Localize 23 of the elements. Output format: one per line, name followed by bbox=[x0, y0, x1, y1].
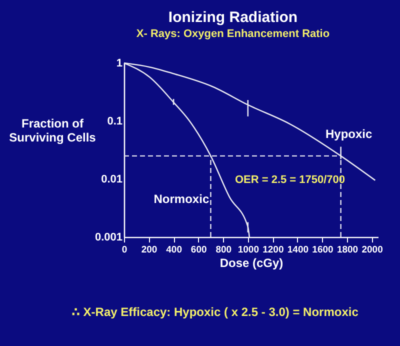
text: ∴ X-Ray Efficacy: Hypoxic ( x 2.5 - 3.0) = Normoxic bbox=[72, 305, 359, 319]
y-tick-label: 0.001 bbox=[94, 232, 122, 244]
x-tick-label: 800 bbox=[216, 244, 232, 256]
x-tick-label: 1600 bbox=[312, 244, 334, 256]
y-tick-label: 0.01 bbox=[101, 174, 122, 186]
x-tick-label: 1200 bbox=[262, 244, 284, 256]
x-tick-label: 1400 bbox=[287, 244, 309, 256]
annotation: OER = 2.5 = 1750/700 bbox=[234, 174, 346, 186]
y-tick-label: 0.1 bbox=[107, 116, 122, 128]
chart-subtitle: X- Rays: Oxygen Enhancement Ratio bbox=[136, 28, 330, 40]
chart-title: Ionizing Radiation bbox=[168, 9, 298, 26]
x-tick-label: 1800 bbox=[336, 244, 358, 256]
x-tick-label: 2000 bbox=[362, 244, 383, 256]
x-tick-label: 200 bbox=[141, 244, 158, 256]
x-tick-label: 400 bbox=[166, 244, 182, 256]
x-tick-label: 600 bbox=[190, 244, 207, 256]
y-tick-label: 1 bbox=[116, 58, 122, 70]
x-tick-label: 1000 bbox=[238, 244, 259, 256]
y-axis-title: Fraction of Surviving Cells bbox=[9, 116, 96, 144]
x-tick-label: 0 bbox=[122, 244, 128, 256]
series-label: Hypoxic bbox=[325, 126, 372, 141]
x-axis-title: Dose (cGy) bbox=[220, 256, 284, 270]
series-label: Normoxic bbox=[154, 192, 210, 206]
